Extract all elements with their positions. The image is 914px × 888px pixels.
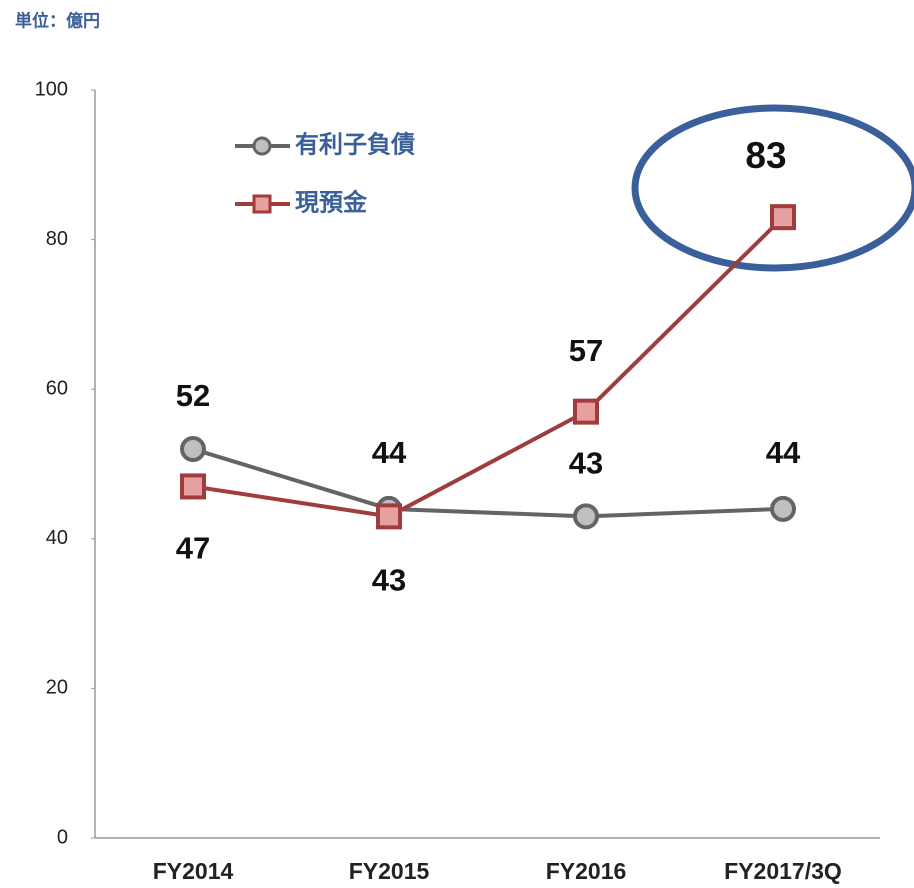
x-tick-label: FY2017/3Q bbox=[724, 858, 842, 884]
data-label: 83 bbox=[745, 135, 786, 176]
marker bbox=[180, 436, 206, 463]
y-tick-label: 20 bbox=[46, 677, 68, 699]
data-label: 47 bbox=[176, 531, 210, 566]
y-tick-label: 100 bbox=[35, 78, 68, 100]
y-tick-label: 40 bbox=[46, 527, 68, 549]
y-tick-label: 60 bbox=[46, 377, 68, 399]
marker bbox=[573, 398, 599, 425]
data-label: 52 bbox=[176, 378, 210, 413]
marker bbox=[770, 495, 796, 522]
series-line bbox=[192, 215, 785, 519]
marker bbox=[573, 503, 599, 530]
legend-marker bbox=[252, 136, 272, 156]
marker bbox=[376, 503, 402, 530]
marker bbox=[770, 204, 796, 231]
x-tick-label: FY2015 bbox=[349, 858, 430, 884]
unit-label: 単位：億円 bbox=[15, 10, 100, 30]
y-tick-label: 0 bbox=[57, 826, 68, 848]
data-label: 43 bbox=[569, 446, 603, 481]
data-label: 43 bbox=[372, 563, 406, 598]
data-label: 57 bbox=[569, 333, 603, 368]
series-line bbox=[192, 447, 784, 519]
legend-label: 有利子負債 bbox=[295, 131, 415, 158]
y-tick-label: 80 bbox=[46, 228, 68, 250]
legend-label: 現預金 bbox=[295, 188, 368, 216]
highlight-ellipse bbox=[631, 104, 914, 272]
marker bbox=[180, 473, 206, 500]
data-label: 44 bbox=[372, 435, 407, 470]
x-tick-label: FY2014 bbox=[153, 858, 234, 884]
data-label: 44 bbox=[766, 435, 801, 470]
x-tick-label: FY2016 bbox=[546, 858, 627, 884]
legend-marker bbox=[252, 194, 272, 214]
